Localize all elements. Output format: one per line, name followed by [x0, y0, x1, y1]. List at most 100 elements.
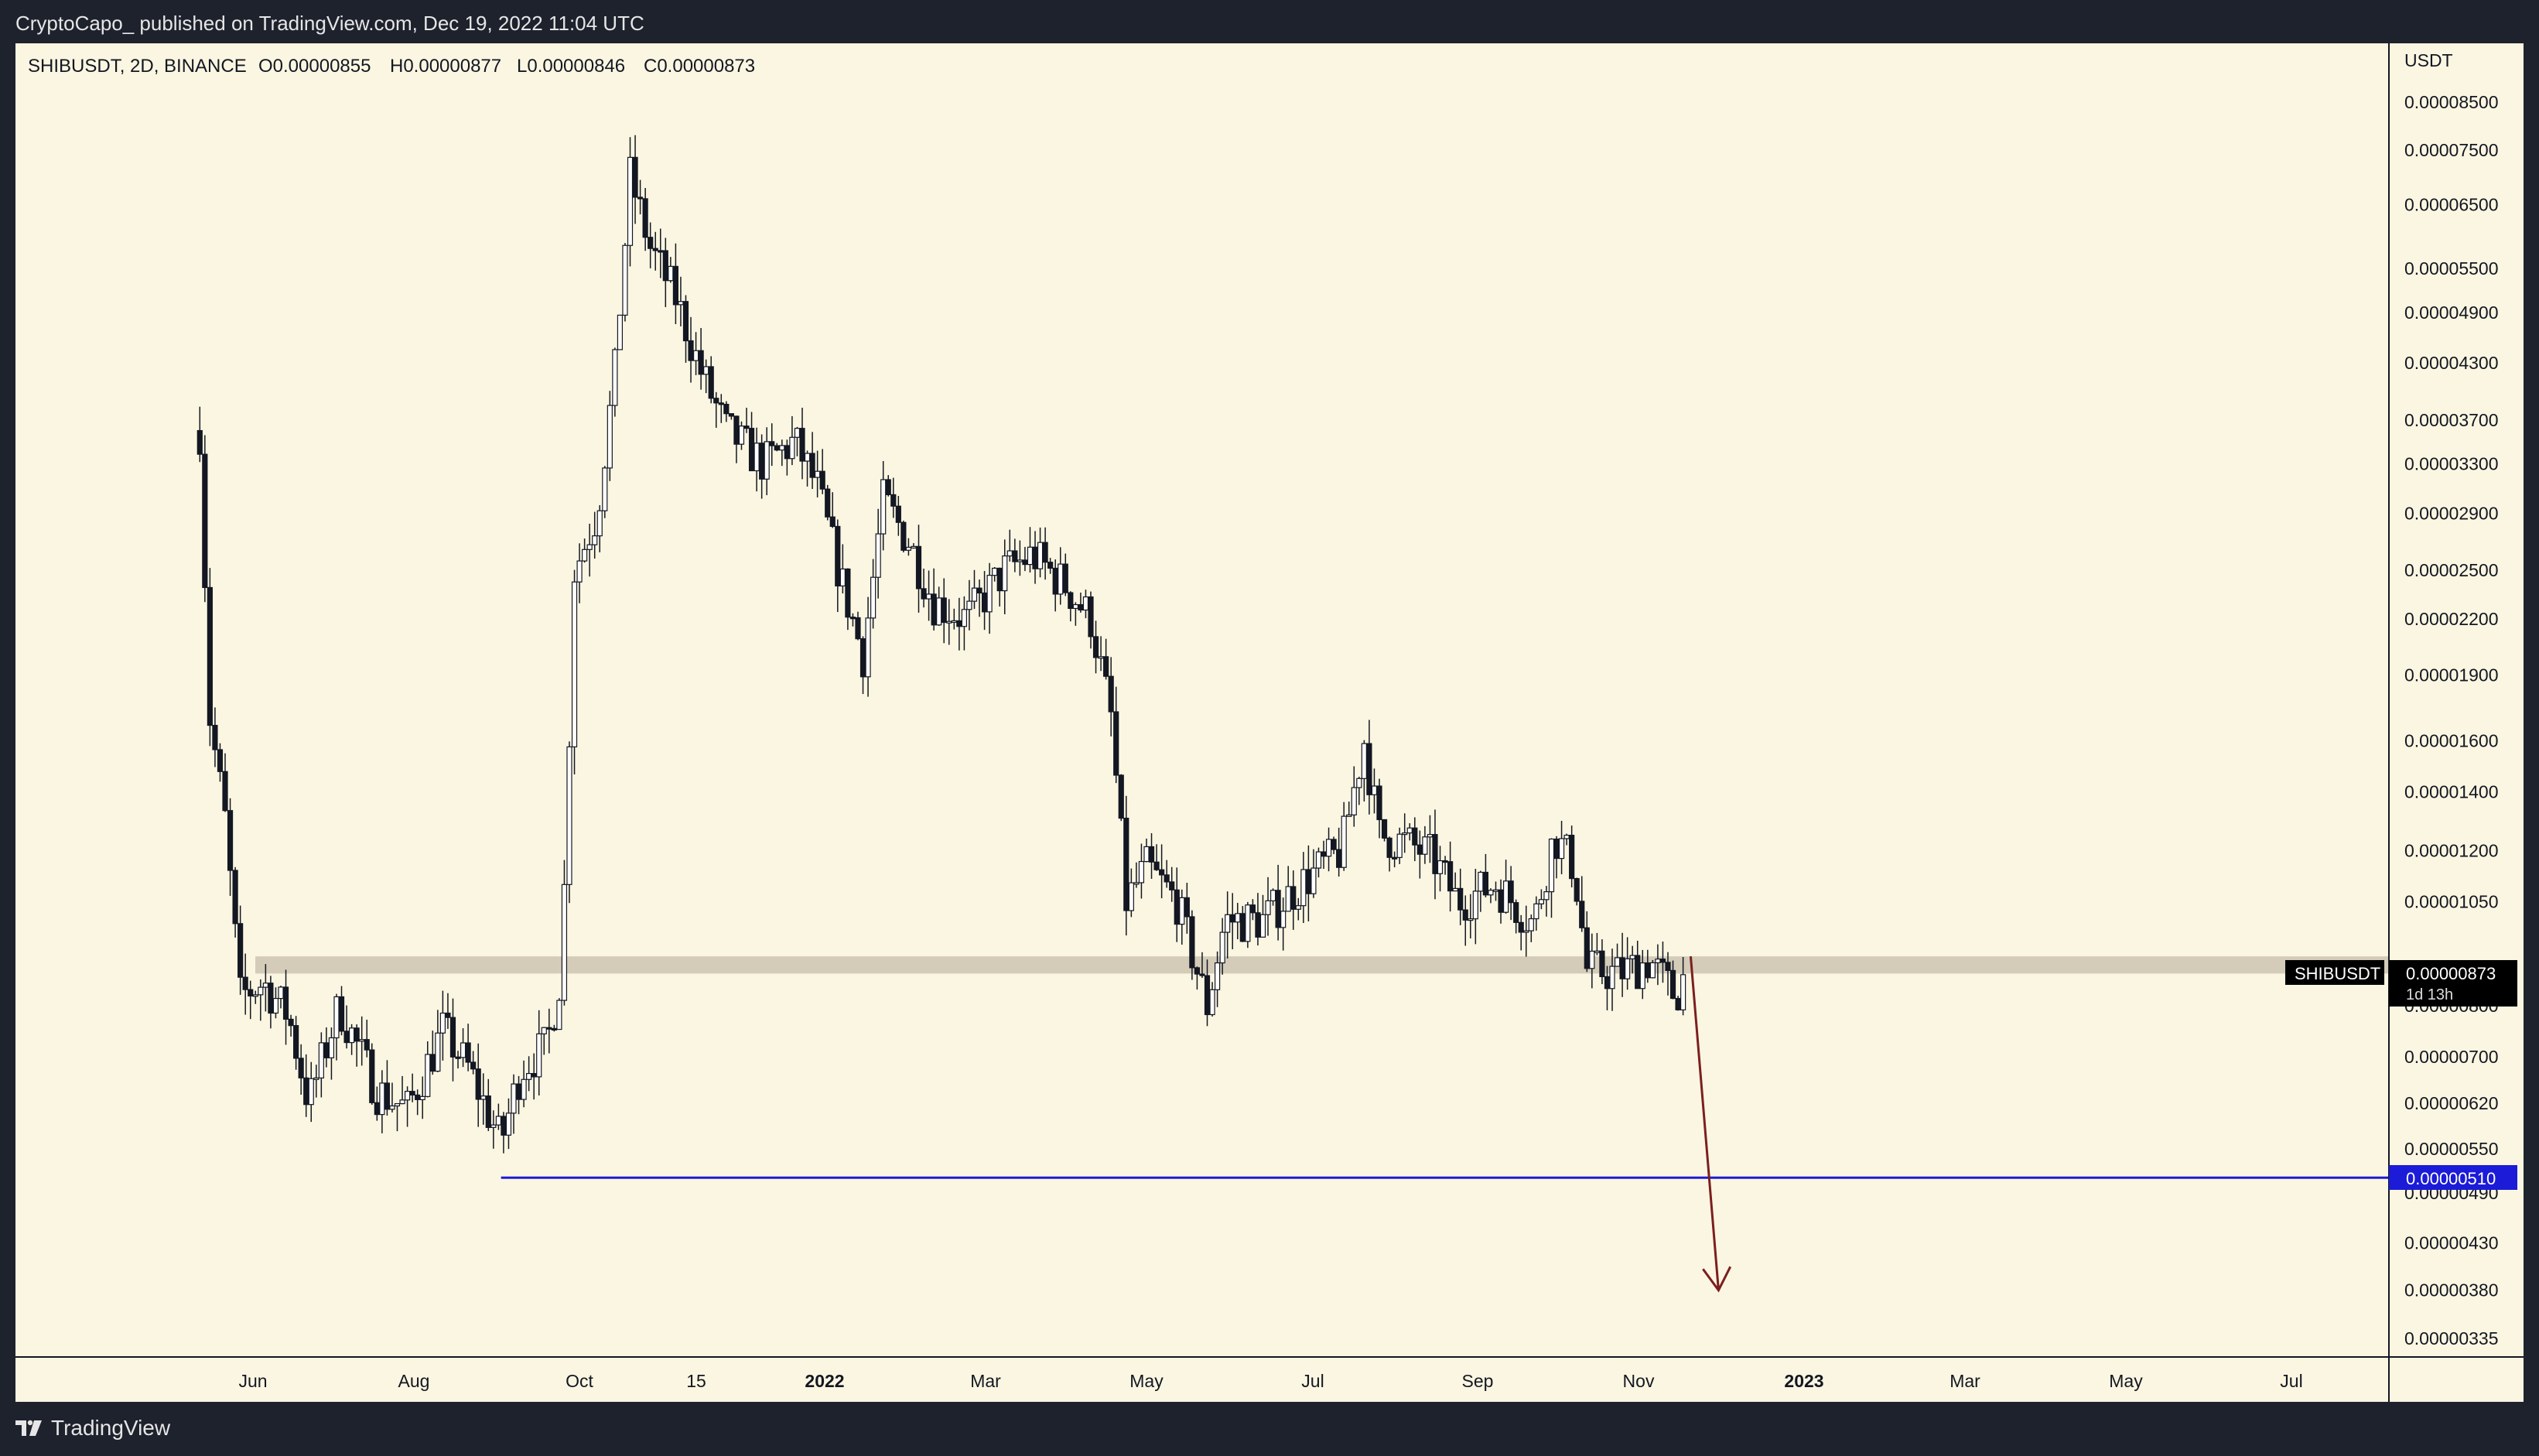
time-axis-ticks: Jun Aug Oct 15 2022 Mar May Jul Sep Nov 2023 Mar May…: [238, 1371, 2302, 1391]
candle-body: [298, 1058, 304, 1078]
tradingview-logo[interactable]: TradingView: [15, 1416, 170, 1441]
time-tick-label: 15: [686, 1371, 706, 1391]
candle-body: [1179, 897, 1185, 925]
candle-body: [288, 1018, 294, 1027]
last-price-label: SHIBUSDT 0.00000873 1d 13h: [2285, 960, 2517, 1007]
candle-body: [1078, 603, 1084, 611]
price-tick-label: 0.00001900: [2404, 665, 2499, 685]
candle-body: [885, 479, 891, 496]
price-tick-label: 0.00004300: [2404, 353, 2499, 373]
candle-body: [1548, 838, 1555, 893]
candle-body: [1047, 562, 1054, 569]
candle-body: [688, 340, 694, 361]
candle-body: [1133, 882, 1140, 885]
candle-body: [1625, 958, 1631, 979]
candle-body: [652, 248, 658, 251]
candle-body: [870, 576, 877, 619]
candle-body: [971, 587, 978, 602]
candle-body: [490, 1124, 497, 1128]
candle-body: [435, 1032, 441, 1072]
candle-body: [1478, 871, 1484, 892]
candle-body: [475, 1068, 481, 1100]
candle-body: [845, 568, 851, 618]
candle-body: [531, 1072, 537, 1078]
candle-body: [1108, 675, 1114, 713]
last-price-symbol: SHIBUSDT: [2295, 964, 2380, 983]
candle-body: [627, 156, 634, 246]
candle-body: [1103, 656, 1109, 677]
candle-body: [925, 593, 932, 600]
candle-body: [1538, 899, 1544, 904]
candle-body: [546, 1027, 552, 1030]
candle-body: [1321, 851, 1327, 857]
support-zone: [255, 956, 2389, 974]
symbol-info[interactable]: SHIBUSDT, 2D, BINANCE: [28, 56, 247, 77]
candle-body: [809, 453, 815, 478]
candle-body: [1204, 975, 1211, 1016]
candle-body: [794, 428, 801, 438]
candle-body: [1082, 596, 1089, 611]
price-tick-label: 0.00001050: [2404, 891, 2499, 911]
candle-body: [956, 620, 962, 627]
level-line-value: 0.00000510: [2406, 1169, 2496, 1188]
price-tick-label: 0.00003300: [2404, 454, 2499, 474]
chart-pane[interactable]: [15, 43, 2524, 1402]
candle-body: [849, 617, 856, 620]
candle-body: [1669, 969, 1676, 1000]
candle-body: [961, 609, 968, 627]
candle-body: [196, 429, 203, 455]
candle-body: [237, 923, 244, 978]
candle-body: [723, 403, 730, 415]
candle-body: [668, 265, 674, 282]
ohlc-high: H0.00000877: [390, 56, 501, 77]
candle-body: [379, 1082, 385, 1116]
candle-body: [1427, 834, 1434, 838]
candle-body: [536, 1033, 542, 1078]
candle-body: [1468, 918, 1474, 921]
candle-body: [1336, 849, 1342, 868]
candle-body: [1402, 832, 1408, 836]
price-tick-label: 0.00008500: [2404, 92, 2499, 112]
candle-body: [1032, 546, 1038, 569]
candle-body: [617, 314, 624, 350]
candle-body: [282, 986, 289, 1020]
candle-body: [561, 884, 568, 1001]
candle-body: [1249, 904, 1256, 914]
candle-body: [607, 405, 613, 469]
candles-layer: [196, 135, 1686, 1154]
candle-body: [1376, 785, 1382, 821]
price-tick-label: 0.00002900: [2404, 503, 2499, 523]
candle-body: [1285, 886, 1291, 912]
candle-body: [1665, 962, 1671, 971]
candle-body: [485, 1095, 491, 1128]
candle-body: [1325, 839, 1332, 857]
candle-body: [1280, 911, 1287, 928]
candle-body: [1533, 903, 1539, 920]
candle-body: [445, 1012, 451, 1018]
candle-body: [470, 1061, 477, 1070]
price-axis-ticks: 0.00008500 0.00007500 0.00006500 0.00005500…: [2404, 92, 2499, 1348]
candle-body: [1275, 890, 1281, 928]
candle-body: [293, 1025, 299, 1059]
candle-body: [1164, 874, 1170, 883]
candle-body: [880, 479, 887, 535]
candle-body: [1553, 838, 1560, 860]
candle-body: [1629, 955, 1635, 959]
candle-body: [313, 1077, 320, 1080]
candle-body: [648, 237, 654, 249]
candle-body: [262, 983, 268, 988]
candle-body: [1315, 851, 1322, 869]
candle-body: [1518, 921, 1524, 933]
candle-body: [718, 402, 724, 405]
candle-body: [551, 1027, 557, 1031]
candle-body: [515, 1083, 522, 1100]
candle-body: [1022, 559, 1028, 566]
price-tick-label: 0.00005500: [2404, 258, 2499, 279]
candle-body: [1457, 887, 1464, 911]
candle-body: [1002, 555, 1008, 592]
candle-body: [1239, 913, 1246, 942]
candle-body: [1092, 636, 1099, 658]
candle-body: [460, 1042, 466, 1058]
candle-body: [915, 545, 922, 590]
